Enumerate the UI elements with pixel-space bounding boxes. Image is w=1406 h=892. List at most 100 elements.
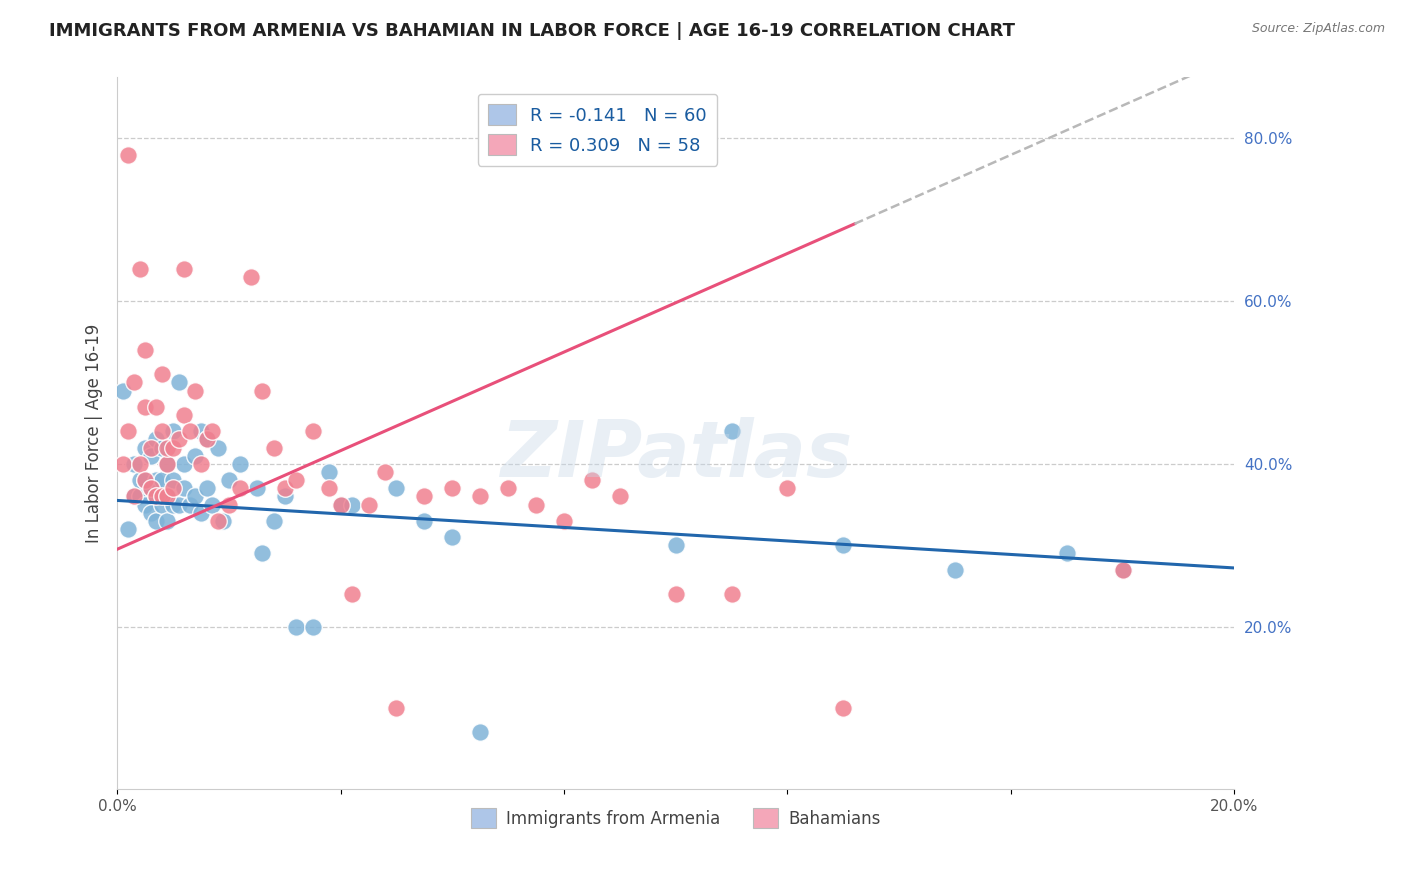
Point: [162, 498, 184, 512]
Point: [111, 384, 134, 398]
Point: [128, 473, 150, 487]
Point: [195, 481, 218, 495]
Point: [184, 384, 207, 398]
Point: [229, 457, 252, 471]
Point: [162, 473, 184, 487]
Point: [340, 587, 363, 601]
Point: [122, 376, 145, 390]
Text: IMMIGRANTS FROM ARMENIA VS BAHAMIAN IN LABOR FORCE | AGE 16-19 CORRELATION CHART: IMMIGRANTS FROM ARMENIA VS BAHAMIAN IN L…: [49, 22, 1015, 40]
Point: [524, 498, 547, 512]
Point: [240, 269, 263, 284]
Point: [134, 498, 156, 512]
Point: [832, 538, 855, 552]
Point: [665, 538, 688, 552]
Point: [195, 433, 218, 447]
Point: [470, 725, 492, 739]
Point: [284, 619, 307, 633]
Point: [150, 368, 173, 382]
Point: [162, 481, 184, 495]
Point: [496, 481, 519, 495]
Point: [201, 425, 224, 439]
Point: [340, 498, 363, 512]
Point: [162, 425, 184, 439]
Point: [167, 498, 190, 512]
Point: [179, 425, 201, 439]
Point: [134, 441, 156, 455]
Point: [156, 514, 179, 528]
Point: [167, 433, 190, 447]
Point: [139, 449, 162, 463]
Point: [173, 408, 195, 422]
Point: [329, 498, 352, 512]
Point: [301, 425, 323, 439]
Point: [413, 514, 436, 528]
Point: [190, 506, 212, 520]
Point: [665, 587, 688, 601]
Point: [122, 489, 145, 503]
Point: [134, 343, 156, 357]
Point: [441, 530, 464, 544]
Point: [117, 425, 139, 439]
Point: [139, 481, 162, 495]
Point: [145, 489, 167, 503]
Point: [329, 498, 352, 512]
Point: [173, 261, 195, 276]
Point: [284, 473, 307, 487]
Point: [111, 457, 134, 471]
Point: [150, 441, 173, 455]
Point: [139, 441, 162, 455]
Point: [385, 701, 408, 715]
Point: [252, 546, 274, 560]
Point: [173, 457, 195, 471]
Point: [357, 498, 380, 512]
Point: [374, 465, 396, 479]
Point: [139, 506, 162, 520]
Point: [1111, 563, 1133, 577]
Point: [122, 457, 145, 471]
Point: [1111, 563, 1133, 577]
Point: [207, 514, 229, 528]
Point: [156, 489, 179, 503]
Point: [263, 514, 285, 528]
Point: [609, 489, 631, 503]
Point: [156, 489, 179, 503]
Point: [117, 147, 139, 161]
Point: [301, 619, 323, 633]
Point: [156, 457, 179, 471]
Point: [145, 400, 167, 414]
Point: [1056, 546, 1078, 560]
Point: [145, 489, 167, 503]
Point: [134, 473, 156, 487]
Point: [162, 441, 184, 455]
Point: [156, 441, 179, 455]
Point: [720, 425, 742, 439]
Point: [179, 498, 201, 512]
Point: [184, 449, 207, 463]
Point: [943, 563, 966, 577]
Point: [263, 441, 285, 455]
Point: [252, 384, 274, 398]
Point: [150, 498, 173, 512]
Point: [201, 498, 224, 512]
Legend: Immigrants from Armenia, Bahamians: Immigrants from Armenia, Bahamians: [464, 802, 887, 834]
Point: [413, 489, 436, 503]
Point: [167, 376, 190, 390]
Point: [184, 489, 207, 503]
Point: [832, 701, 855, 715]
Point: [441, 481, 464, 495]
Point: [150, 425, 173, 439]
Point: [190, 457, 212, 471]
Point: [470, 489, 492, 503]
Point: [145, 473, 167, 487]
Point: [145, 433, 167, 447]
Point: [318, 481, 340, 495]
Point: [156, 457, 179, 471]
Text: ZIPatlas: ZIPatlas: [499, 417, 852, 492]
Point: [128, 489, 150, 503]
Point: [212, 514, 235, 528]
Point: [776, 481, 799, 495]
Point: [274, 481, 297, 495]
Point: [720, 587, 742, 601]
Point: [173, 481, 195, 495]
Point: [128, 457, 150, 471]
